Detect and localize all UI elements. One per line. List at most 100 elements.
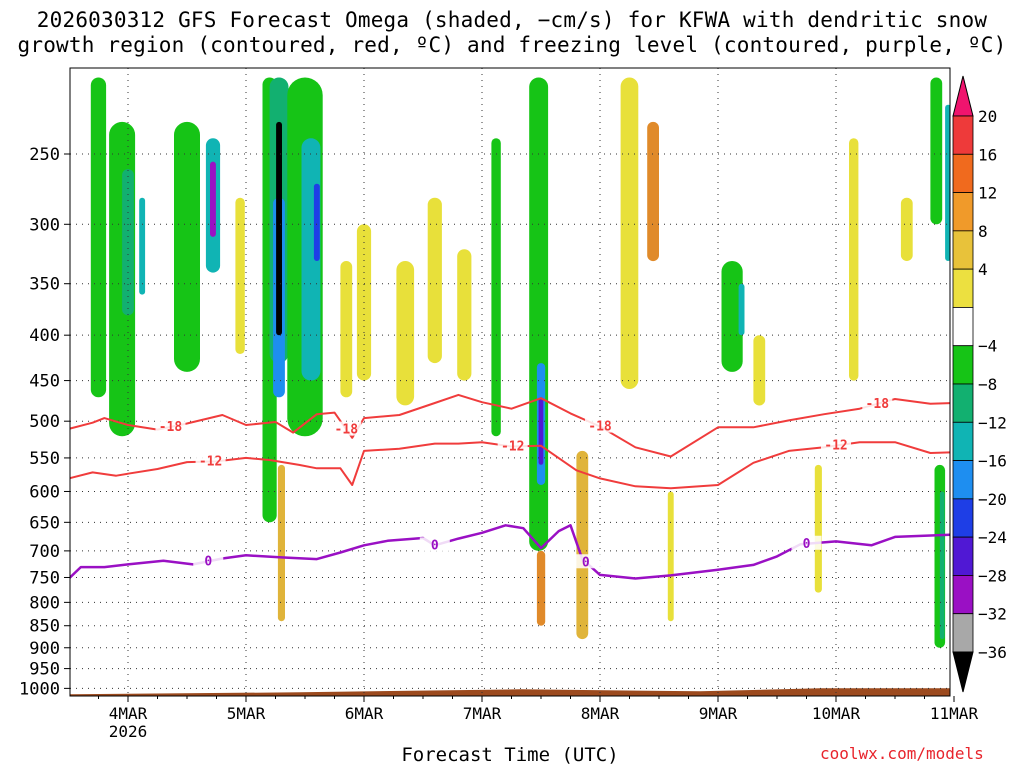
colorbar-swatch-1 xyxy=(952,153,974,193)
y-tick-label-450: 450 xyxy=(29,372,60,392)
colorbar-label-7: −12 xyxy=(978,413,1007,432)
colorbar-label-6: −8 xyxy=(978,375,997,394)
x-tick-label-8MAR: 8MAR xyxy=(581,704,620,723)
site-credit: coolwx.com/models xyxy=(820,744,984,763)
y-tick-label-350: 350 xyxy=(29,275,60,295)
x-tick-label-11MAR: 11MAR xyxy=(930,704,979,723)
colorbar-label-9: −20 xyxy=(978,490,1007,509)
freezing-level-contour-label-3: 0 xyxy=(803,537,811,552)
colorbar-swatch-13 xyxy=(952,613,974,653)
omega-cell-20 xyxy=(457,249,472,381)
freezing-level-contour-label-bg-1 xyxy=(419,537,450,552)
freezing-level-contour-label-bg-0 xyxy=(193,553,224,568)
y-tick-label-550: 550 xyxy=(29,449,60,469)
omega-cell-34 xyxy=(849,138,859,381)
omega-cell-31 xyxy=(738,283,745,336)
dgz-minus18-contour-label-bg-1 xyxy=(331,421,362,436)
colorbar-label-0: 20 xyxy=(978,107,997,126)
y-tick-label-300: 300 xyxy=(29,215,60,235)
omega-cell-21 xyxy=(491,138,501,437)
omega-cell-7 xyxy=(235,197,245,354)
omega-cell-32 xyxy=(753,335,766,406)
freezing-level-contour-label-bg-3 xyxy=(791,535,822,550)
colorbar-bottom-arrow xyxy=(952,651,974,693)
colorbar-swatch-12 xyxy=(952,575,974,615)
y-tick-label-950: 950 xyxy=(29,660,60,680)
freezing-level-contour-label-0: 0 xyxy=(204,554,212,569)
colorbar-label-10: −24 xyxy=(978,528,1007,547)
x-tick-label-5MAR: 5MAR xyxy=(227,704,266,723)
colorbar-label-3: 8 xyxy=(978,222,988,241)
dgz-minus18-contour-label-bg-2 xyxy=(585,418,615,433)
colorbar-swatch-6 xyxy=(952,345,974,385)
omega-cell-6 xyxy=(210,161,216,237)
colorbar-swatch-11 xyxy=(952,536,974,576)
omega-cell-25 xyxy=(536,550,546,626)
y-tick-label-800: 800 xyxy=(29,593,60,613)
y-tick-label-400: 400 xyxy=(29,326,60,346)
colorbar-swatch-0 xyxy=(952,115,974,155)
x-tick-label-9MAR: 9MAR xyxy=(699,704,738,723)
dgz-minus18-contour-label-bg-3 xyxy=(862,395,893,410)
y-tick-label-250: 250 xyxy=(29,145,60,165)
omega-cell-35 xyxy=(900,197,913,261)
freezing-level-contour-label-bg-2 xyxy=(570,554,601,569)
omega-cell-29 xyxy=(667,491,674,622)
x-tick-sublabel-4MAR: 2026 xyxy=(109,722,148,741)
omega-cell-33 xyxy=(814,464,822,593)
omega-cell-38 xyxy=(939,491,945,640)
omega-cell-12 xyxy=(277,464,285,622)
omega-cell-0 xyxy=(90,77,107,398)
y-tick-label-750: 750 xyxy=(29,568,60,588)
colorbar-label-8: −16 xyxy=(978,452,1007,471)
colorbar-label-4: 4 xyxy=(978,260,988,279)
x-tick-label-10MAR: 10MAR xyxy=(812,704,861,723)
colorbar-label-5: −4 xyxy=(978,337,997,356)
dgz-minus12-contour-label-bg-2 xyxy=(821,437,851,452)
omega-cell-24 xyxy=(538,397,544,465)
omega-cell-30 xyxy=(721,261,743,372)
y-tick-label-1000: 1000 xyxy=(19,679,60,699)
omega-cell-16 xyxy=(340,261,353,398)
dgz-minus12-contour-label-bg-0 xyxy=(195,453,226,468)
colorbar-top-arrow xyxy=(952,75,974,117)
dgz-minus18-contour-line xyxy=(70,393,950,458)
omega-cell-28 xyxy=(647,121,659,262)
dgz-minus12-contour-line xyxy=(70,441,950,490)
colorbar: 20 16 12 8 4 −4 −8 −12 −16 −20 −24 −28 −32 −36 xyxy=(952,75,1007,693)
chart-title-line-2: growth region (contoured, red, ºC) and f… xyxy=(17,33,1007,57)
dgz-minus12-contour-label-0: -12 xyxy=(199,455,222,470)
omega-cell-19 xyxy=(427,197,442,364)
colorbar-swatch-5 xyxy=(952,307,974,347)
colorbar-swatch-10 xyxy=(952,498,974,538)
omega-cell-4 xyxy=(174,121,200,372)
y-tick-label-900: 900 xyxy=(29,639,60,659)
dgz-minus18-contour-label-bg-0 xyxy=(155,418,186,433)
dgz-minus12-contour-label-bg-1 xyxy=(497,438,528,453)
dgz-minus18-contour-label-3: -18 xyxy=(866,397,890,412)
omega-cell-39 xyxy=(945,104,950,261)
plot-frame xyxy=(69,67,951,697)
x-tick-label-4MAR: 4MAR xyxy=(109,704,148,723)
x-tick-label-7MAR: 7MAR xyxy=(463,704,502,723)
y-tick-label-650: 650 xyxy=(29,513,60,533)
omega-cell-11 xyxy=(276,121,282,336)
colorbar-label-1: 16 xyxy=(978,145,997,164)
omega-cell-27 xyxy=(620,77,639,389)
dgz-minus18-contour-label-0: -18 xyxy=(159,420,183,435)
colorbar-swatch-7 xyxy=(952,383,974,423)
colorbar-swatch-2 xyxy=(952,192,974,232)
y-tick-label-500: 500 xyxy=(29,412,60,432)
dgz-minus18-contour-label-1: -18 xyxy=(335,423,359,438)
freezing-level-contour-label-2: 0 xyxy=(582,555,590,570)
colorbar-swatch-9 xyxy=(952,460,974,500)
colorbar-label-2: 12 xyxy=(978,184,997,203)
contour-lines: -18 -18 -18 -18 -12 -12 -12 0 0 0 0 xyxy=(70,393,950,580)
omega-cell-26 xyxy=(576,450,589,640)
chart-title-line-1: 2026030312 GFS Forecast Omega (shaded, −… xyxy=(36,8,988,32)
dgz-minus18-contour-label-2: -18 xyxy=(588,420,612,435)
omega-cell-36 xyxy=(930,77,943,225)
colorbar-label-13: −36 xyxy=(978,643,1007,662)
